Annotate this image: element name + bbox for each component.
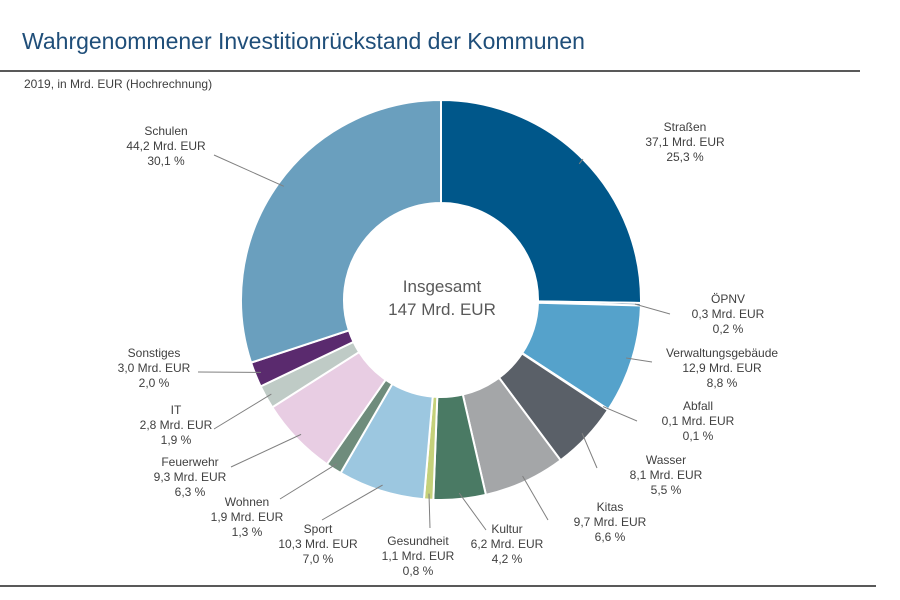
label-value: 37,1 Mrd. EUR [645, 135, 725, 149]
leader-line-gesundheit [428, 493, 431, 529]
center-label-line2: 147 Mrd. EUR [388, 300, 496, 319]
label-name: Wasser [646, 453, 686, 467]
label-it: IT 2,8 Mrd. EUR 1,9 % [140, 403, 213, 447]
label-percent: 1,3 % [232, 525, 263, 539]
label-schulen: Schulen 44,2 Mrd. EUR 30,1 % [126, 124, 206, 168]
labels-group: Straßen 37,1 Mrd. EUR 25,3 % ÖPNV 0,3 Mrd. E… [118, 120, 779, 578]
label-name: Sonstiges [128, 346, 181, 360]
label-percent: 4,2 % [492, 552, 523, 566]
label-value: 9,7 Mrd. EUR [574, 515, 647, 529]
leader-line-it [213, 393, 272, 430]
label-verwaltungsgebaeude: Verwaltungsgebäude 12,9 Mrd. EUR 8,8 % [666, 346, 778, 390]
leader-line-kultur [458, 492, 487, 531]
label-percent: 1,9 % [161, 433, 192, 447]
label-value: 0,1 Mrd. EUR [662, 414, 735, 428]
label-name: Kultur [491, 522, 522, 536]
label-value: 2,8 Mrd. EUR [140, 418, 213, 432]
label-abfall: Abfall 0,1 Mrd. EUR 0,1 % [662, 399, 735, 443]
label-name: Schulen [144, 124, 187, 138]
leader-line-abfall [602, 406, 638, 422]
leader-line-kitas [522, 475, 549, 521]
label-percent: 0,2 % [713, 322, 744, 336]
slice-strassen [440, 98, 642, 305]
label-value: 1,9 Mrd. EUR [211, 510, 284, 524]
label-percent: 0,1 % [683, 429, 714, 443]
leader-line-wohnen [279, 463, 338, 500]
chart-title: Wahrgenommener Investitionrückstand der … [22, 28, 585, 54]
label-percent: 7,0 % [303, 552, 334, 566]
label-percent: 2,0 % [139, 376, 170, 390]
label-name: Abfall [683, 399, 713, 413]
label-strassen: Straßen 37,1 Mrd. EUR 25,3 % [645, 120, 725, 164]
label-feuerwehr: Feuerwehr 9,3 Mrd. EUR 6,3 % [154, 455, 227, 499]
leader-line-strassen [578, 158, 584, 165]
label-kultur: Kultur 6,2 Mrd. EUR 4,2 % [471, 522, 544, 566]
leader-line-verwaltungsgebaeude [626, 357, 653, 363]
label-value: 1,1 Mrd. EUR [382, 549, 455, 563]
slice-schulen [240, 98, 442, 364]
label-sonstiges: Sonstiges 3,0 Mrd. EUR 2,0 % [118, 346, 191, 390]
label-percent: 30,1 % [147, 154, 185, 168]
label-value: 10,3 Mrd. EUR [278, 537, 358, 551]
label-value: 9,3 Mrd. EUR [154, 470, 227, 484]
label-percent: 25,3 % [666, 150, 704, 164]
leader-line-wasser [581, 432, 598, 469]
label-name: IT [171, 403, 182, 417]
slices-group [240, 98, 642, 501]
chart-subtitle: 2019, in Mrd. EUR (Hochrechnung) [24, 77, 213, 91]
bottom-divider [0, 585, 876, 587]
label-sport: Sport 10,3 Mrd. EUR 7,0 % [278, 522, 358, 566]
label-percent: 6,3 % [175, 485, 206, 499]
top-divider [0, 70, 860, 72]
label-wohnen: Wohnen 1,9 Mrd. EUR 1,3 % [211, 495, 284, 539]
label-oepnv: ÖPNV 0,3 Mrd. EUR 0,2 % [692, 292, 765, 336]
leader-line-sport [321, 484, 383, 521]
label-name: Straßen [664, 120, 707, 134]
label-gesundheit: Gesundheit 1,1 Mrd. EUR 0,8 % [382, 534, 455, 578]
label-value: 8,1 Mrd. EUR [630, 468, 703, 482]
label-percent: 5,5 % [651, 483, 682, 497]
leader-line-oepnv [634, 303, 671, 315]
leader-line-feuerwehr [230, 433, 302, 468]
label-name: Gesundheit [387, 534, 449, 548]
label-wasser: Wasser 8,1 Mrd. EUR 5,5 % [630, 453, 703, 497]
label-name: Sport [304, 522, 333, 536]
label-name: Wohnen [225, 495, 269, 509]
label-value: 3,0 Mrd. EUR [118, 361, 191, 375]
label-value: 44,2 Mrd. EUR [126, 139, 206, 153]
leader-lines-group [197, 154, 671, 531]
center-label-line1: Insgesamt [403, 277, 482, 296]
leader-line-schulen [213, 154, 285, 187]
label-name: Feuerwehr [161, 455, 218, 469]
label-percent: 6,6 % [595, 530, 626, 544]
label-value: 6,2 Mrd. EUR [471, 537, 544, 551]
label-name: Verwaltungsgebäude [666, 346, 778, 360]
label-percent: 0,8 % [403, 564, 434, 578]
label-value: 12,9 Mrd. EUR [682, 361, 762, 375]
label-value: 0,3 Mrd. EUR [692, 307, 765, 321]
label-percent: 8,8 % [707, 376, 738, 390]
label-kitas: Kitas 9,7 Mrd. EUR 6,6 % [574, 500, 647, 544]
label-name: Kitas [597, 500, 624, 514]
label-name: ÖPNV [711, 292, 745, 306]
